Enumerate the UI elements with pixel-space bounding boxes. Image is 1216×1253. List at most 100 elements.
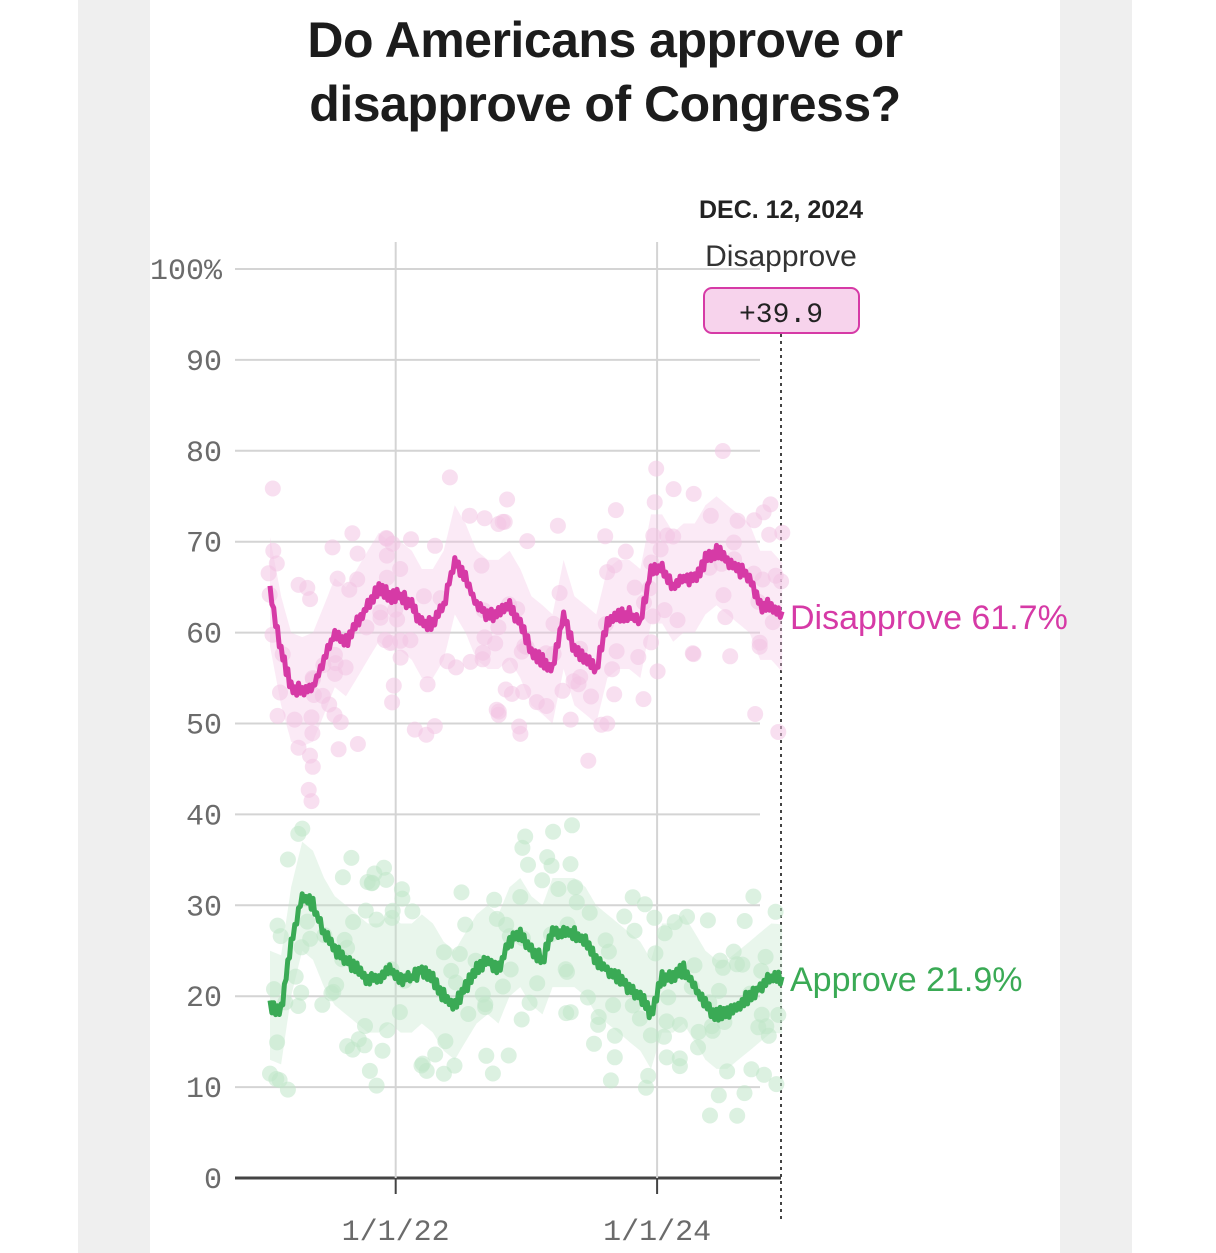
disapprove-poll-dot xyxy=(476,629,493,646)
disapprove-poll-dot xyxy=(669,612,686,629)
approve-poll-dot xyxy=(600,943,617,960)
approve-poll-dot xyxy=(368,1077,385,1094)
approve-poll-dot xyxy=(513,1011,530,1028)
approve-poll-dot xyxy=(640,1067,657,1084)
disapprove-poll-dot xyxy=(358,619,375,636)
approve-poll-dot xyxy=(287,968,304,985)
disapprove-poll-dot xyxy=(372,609,389,626)
approve-poll-dot xyxy=(679,908,695,925)
approve-poll-dot xyxy=(269,1034,286,1051)
approve-poll-dot xyxy=(557,961,574,978)
disapprove-poll-dot xyxy=(385,677,402,694)
approve-poll-dot xyxy=(660,989,677,1006)
approve-poll-dot xyxy=(436,944,452,961)
annotation-label: Disapprove xyxy=(705,240,857,273)
disapprove-poll-dot xyxy=(384,694,401,711)
y-tick-label-0: 0 xyxy=(204,1164,222,1198)
disapprove-poll-dot xyxy=(665,481,682,498)
series-lines xyxy=(267,542,785,1023)
approve-poll-dot xyxy=(558,1005,575,1022)
approve-poll-dot xyxy=(606,1049,623,1066)
approve-poll-dot xyxy=(534,872,551,889)
disapprove-poll-dot xyxy=(715,587,732,604)
approve-poll-dot xyxy=(586,1035,602,1052)
left-margin-band xyxy=(78,0,150,1253)
disapprove-poll-dot xyxy=(599,564,616,581)
approve-poll-dot xyxy=(521,994,538,1011)
disapprove-poll-dot xyxy=(326,665,343,682)
disapprove-poll-dot xyxy=(439,653,456,670)
approve-poll-dot xyxy=(477,996,494,1013)
approve-poll-dot xyxy=(715,959,731,976)
approve-poll-dot xyxy=(626,922,643,939)
approve-poll-dot xyxy=(361,1062,378,1079)
approve-poll-dot xyxy=(753,1006,770,1023)
disapprove-poll-dot xyxy=(349,545,366,562)
approve-poll-dot xyxy=(702,1107,718,1124)
annotation-margin-value: +39.9 xyxy=(739,300,823,331)
disapprove-poll-dot xyxy=(643,634,660,651)
disapprove-poll-dot xyxy=(490,706,507,723)
disapprove-poll-dot xyxy=(519,533,536,550)
disapprove-poll-dot xyxy=(659,527,676,544)
disapprove-poll-dot xyxy=(286,711,303,728)
approve-poll-dot xyxy=(366,865,383,882)
disapprove-poll-dot xyxy=(635,691,652,708)
approve-poll-dot xyxy=(686,957,703,974)
y-tick-label-10: 10 xyxy=(186,1073,222,1107)
disapprove-poll-dot xyxy=(378,547,395,564)
approve-poll-dot xyxy=(579,989,596,1006)
disapprove-poll-dot xyxy=(389,611,406,628)
disapprove-poll-dot xyxy=(649,663,666,680)
approve-poll-dot xyxy=(690,1039,706,1056)
disapprove-poll-dot xyxy=(608,643,625,660)
approve-poll-dot xyxy=(656,1028,672,1045)
approve-poll-dot xyxy=(745,888,762,905)
approve-poll-dot xyxy=(725,943,742,960)
disapprove-poll-dot xyxy=(377,632,394,649)
y-tick-label-40: 40 xyxy=(186,800,222,834)
approve-poll-dot xyxy=(699,912,716,929)
disapprove-poll-dot xyxy=(648,460,665,477)
approve-poll-dot xyxy=(384,902,401,919)
approve-poll-dot xyxy=(736,913,753,929)
disapprove-poll-dot xyxy=(549,517,566,534)
disapprove-poll-dot xyxy=(729,512,746,529)
approve-poll-dot xyxy=(567,879,584,896)
disapprove-trend-line xyxy=(267,542,785,698)
approve-poll-dot xyxy=(343,849,360,866)
disapprove-poll-dot xyxy=(265,542,282,559)
disapprove-poll-dot xyxy=(607,502,624,519)
approve-poll-dot xyxy=(647,945,664,962)
chart-title-line-1: Do Americans approve or xyxy=(307,12,903,68)
approve-poll-dot xyxy=(427,1046,444,1063)
disapprove-poll-dot xyxy=(344,525,361,542)
approve-poll-dot xyxy=(488,910,505,927)
disapprove-end-label: Disapprove 61.7% xyxy=(790,599,1068,637)
approve-poll-dot xyxy=(393,881,410,898)
approve-poll-dot xyxy=(703,1018,720,1035)
approve-end-label: Approve 21.9% xyxy=(790,961,1023,999)
approve-poll-dot xyxy=(729,1107,746,1124)
disapprove-poll-dot xyxy=(415,588,432,605)
disapprove-poll-dot xyxy=(426,718,443,735)
approve-poll-dot xyxy=(631,1010,648,1027)
disapprove-poll-dot xyxy=(761,526,778,543)
disapprove-poll-dot xyxy=(427,537,443,554)
approve-poll-dot xyxy=(437,1033,454,1050)
approve-poll-dot xyxy=(757,948,774,965)
disapprove-poll-dot xyxy=(580,752,597,769)
y-tick-label-70: 70 xyxy=(186,528,222,562)
approve-poll-dot xyxy=(404,903,421,920)
approve-poll-dot xyxy=(743,1061,760,1078)
disapprove-poll-dot xyxy=(545,615,562,632)
approve-poll-dot xyxy=(646,909,663,926)
disapprove-poll-dot xyxy=(392,561,409,577)
approve-poll-dot xyxy=(446,1057,463,1074)
disapprove-poll-dot xyxy=(392,649,409,666)
disapprove-poll-dot xyxy=(302,747,318,764)
approve-poll-dot xyxy=(357,902,374,919)
approve-poll-dot xyxy=(581,904,598,921)
disapprove-poll-dot xyxy=(597,528,614,545)
disapprove-poll-dot xyxy=(494,513,511,530)
